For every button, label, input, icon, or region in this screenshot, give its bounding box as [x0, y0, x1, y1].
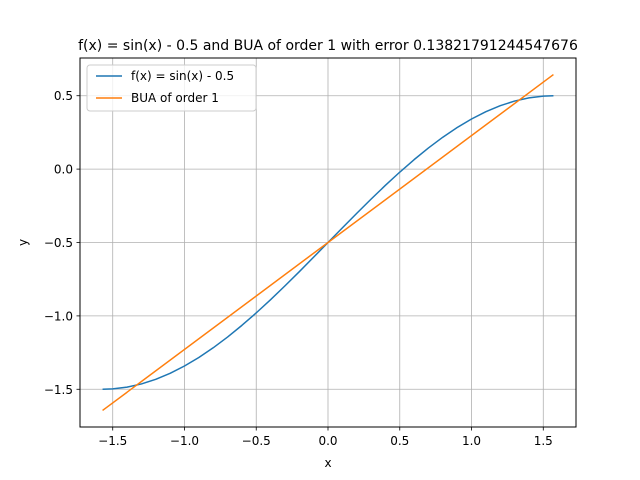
- series-line-bua: [102, 73, 554, 412]
- x-tick-label: 1.5: [534, 434, 553, 448]
- legend-label-f: f(x) = sin(x) - 0.5: [131, 69, 234, 83]
- y-tick-label: −1.5: [44, 383, 73, 397]
- legend-label-bua: BUA of order 1: [131, 91, 219, 105]
- chart-title: f(x) = sin(x) - 0.5 and BUA of order 1 w…: [78, 38, 578, 54]
- y-axis-label: y: [16, 239, 30, 246]
- x-tick-label: −1.5: [98, 434, 127, 448]
- y-tick-label: −1.0: [44, 309, 73, 323]
- y-tick-label: 0.5: [54, 89, 73, 103]
- legend-box: [86, 64, 257, 112]
- x-tick-label: 0.5: [390, 434, 409, 448]
- x-tick-label: 1.0: [462, 434, 481, 448]
- x-tick-label: 0.0: [318, 434, 337, 448]
- y-tick-label: −0.5: [44, 236, 73, 250]
- x-tick-label: −1.0: [170, 434, 199, 448]
- legend: f(x) = sin(x) - 0.5 BUA of order 1: [86, 64, 257, 112]
- plot-series: [102, 73, 554, 412]
- x-tick-label: −0.5: [242, 434, 271, 448]
- y-tick-label: 0.0: [54, 163, 73, 177]
- axis-ticks: −1.5 −1.0 −0.5 0.0 0.5 1.0 1.5 −1.5 −1.0 −0.5 0.0 0…: [44, 89, 553, 448]
- x-axis-label: x: [324, 456, 331, 470]
